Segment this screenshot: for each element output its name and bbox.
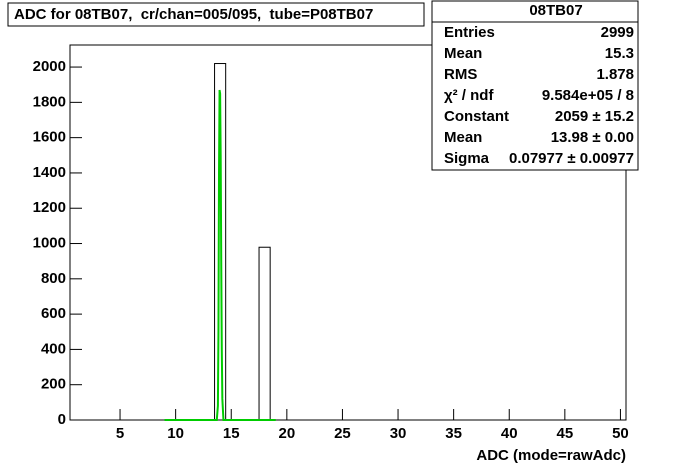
x-tick-label: 20 <box>278 425 295 442</box>
x-tick-label: 5 <box>116 425 124 442</box>
y-tick-label: 1800 <box>33 93 66 110</box>
stats-value: 0.07977 ± 0.00977 <box>509 150 634 167</box>
chart-title: ADC for 08TB07, cr/chan=005/095, tube=P0… <box>14 6 373 23</box>
stats-label: Entries <box>444 24 495 41</box>
y-tick-label: 800 <box>41 270 66 287</box>
stats-box: 08TB07 Entries 2999 Mean 15.3 RMS 1.878 χ² / n… <box>431 0 639 171</box>
stats-value: 15.3 <box>605 45 634 62</box>
bar <box>214 63 227 421</box>
x-tick-label: 45 <box>556 425 573 442</box>
stats-value: 1.878 <box>596 66 634 83</box>
y-tick-label: 1400 <box>33 164 66 181</box>
stats-label: Mean <box>444 45 482 62</box>
x-tick-label: 25 <box>334 425 351 442</box>
y-tick-label: 2000 <box>33 58 66 75</box>
y-tick-label: 200 <box>41 376 66 393</box>
stats-label: Mean <box>444 129 482 146</box>
stats-label: χ² / ndf <box>444 87 494 104</box>
y-tick-label: 1600 <box>33 129 66 146</box>
y-tick-label: 0 <box>58 411 66 428</box>
bar <box>258 246 271 421</box>
stats-label: RMS <box>444 66 477 83</box>
y-tick-label: 600 <box>41 305 66 322</box>
x-tick-label: 40 <box>501 425 518 442</box>
fit-curve <box>164 89 276 421</box>
stats-label: Constant <box>444 108 509 125</box>
y-tick-label: 1200 <box>33 199 66 216</box>
title-box <box>7 2 425 27</box>
stats-value: 2999 <box>601 24 634 41</box>
stats-value: 13.98 ± 0.00 <box>551 129 634 146</box>
x-axis-label: ADC (mode=rawAdc) <box>476 447 626 464</box>
stats-frame <box>431 0 639 171</box>
y-tick-label: 1000 <box>33 234 66 251</box>
x-tick-label: 30 <box>390 425 407 442</box>
x-tick-label: 50 <box>612 425 629 442</box>
x-tick-label: 10 <box>167 425 184 442</box>
x-tick-label: 15 <box>223 425 240 442</box>
stats-value: 2059 ± 15.2 <box>555 108 634 125</box>
stats-value: 9.584e+05 / 8 <box>542 87 634 104</box>
y-tick-label: 400 <box>41 340 66 357</box>
stats-title: 08TB07 <box>529 2 582 19</box>
stats-label: Sigma <box>444 150 490 167</box>
plot-frame <box>69 44 627 421</box>
x-tick-label: 35 <box>445 425 462 442</box>
